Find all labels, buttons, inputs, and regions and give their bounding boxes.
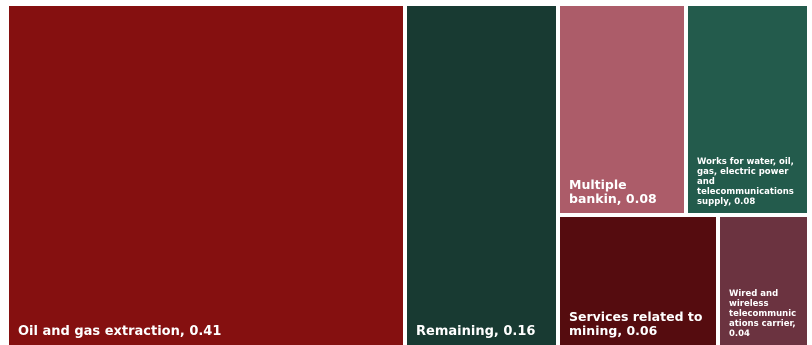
tile-works-for-water: Works for water, oil, gas, electric powe… [688,6,807,213]
tile-multiple-bankin: Multiple bankin, 0.08 [560,6,684,213]
tile-label: Remaining, 0.16 [416,323,536,339]
tile-oil-and-gas-extraction: Oil and gas extraction, 0.41 [9,6,403,345]
tile-label: Oil and gas extraction, 0.41 [18,323,222,339]
tile-services-related-to-mining: Services related to mining, 0.06 [560,217,716,345]
tile-remaining: Remaining, 0.16 [407,6,556,345]
tile-label: Services related to mining, 0.06 [569,308,703,339]
tile-label: Works for water, oil, gas, electric powe… [697,156,794,207]
tile-wired-and-wireless: Wired and wireless telecommunic ations c… [720,217,807,345]
tile-label: Multiple bankin, 0.08 [569,176,657,207]
tile-label: Wired and wireless telecommunic ations c… [729,288,797,339]
